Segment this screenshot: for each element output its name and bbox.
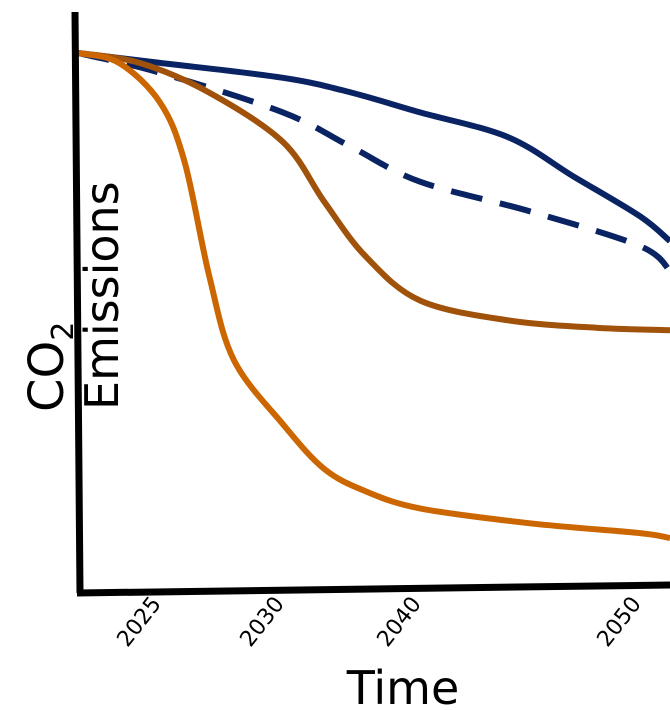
- series-line-3: [77, 50, 670, 334]
- series-layer: [77, 50, 670, 542]
- x-axis: [76, 581, 670, 597]
- x-tick-label-2050: 2050: [593, 592, 647, 652]
- svg-text:CO2: CO2: [19, 322, 81, 412]
- series-line-4: [77, 50, 670, 542]
- series-line-1: [77, 50, 670, 244]
- x-tick-label-2040: 2040: [373, 592, 427, 652]
- x-axis-label: Time: [346, 661, 460, 710]
- x-tick-label-2025: 2025: [113, 592, 167, 652]
- x-tick-labels: 2025 2030 2040 2050: [113, 592, 647, 652]
- y-axis-label-secondary: Emissions: [75, 181, 129, 410]
- y-axis-label: CO2: [19, 322, 81, 412]
- y-axis: [71, 11, 84, 594]
- y-axis-label-subscript: 2: [46, 322, 81, 341]
- series-line-2: [77, 50, 670, 274]
- y-axis-label-main: CO: [19, 341, 75, 412]
- x-tick-label-2030: 2030: [236, 592, 290, 652]
